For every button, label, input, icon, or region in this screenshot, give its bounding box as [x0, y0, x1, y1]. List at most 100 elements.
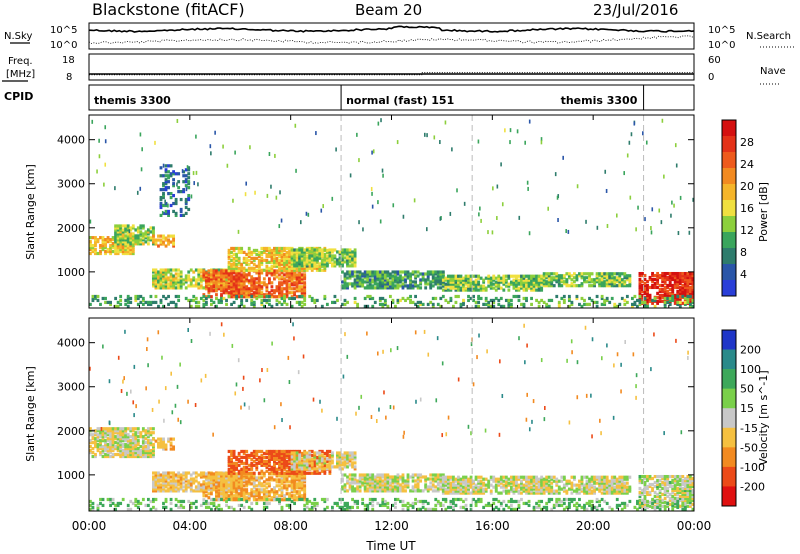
heatmap-cell	[290, 291, 294, 295]
heatmap-cell	[227, 482, 231, 486]
heatmap-cell	[477, 276, 481, 280]
heatmap-cell	[298, 449, 302, 454]
heatmap-cell	[371, 483, 375, 487]
heatmap-cell	[134, 433, 138, 437]
heatmap-cell	[497, 282, 501, 286]
heatmap-cell	[146, 441, 150, 445]
heatmap-cell	[366, 286, 370, 290]
heatmap-cell	[159, 201, 163, 206]
heatmap-cell	[126, 300, 130, 305]
heatmap-cell	[255, 461, 259, 465]
heatmap-cell	[610, 296, 614, 301]
heatmap-cell	[638, 300, 642, 305]
heatmap-cell	[139, 240, 143, 244]
heatmap-cell	[343, 485, 347, 489]
heatmap-cell	[288, 268, 291, 272]
heatmap-cell	[512, 284, 516, 288]
heatmap-cell	[234, 150, 236, 155]
heatmap-cell	[371, 489, 375, 493]
heatmap-cell	[240, 289, 244, 293]
heatmap-cell	[643, 300, 647, 305]
heatmap-cell	[298, 258, 302, 262]
heatmap-cell	[361, 278, 365, 282]
heatmap-cell	[128, 229, 131, 234]
heatmap-cell	[252, 498, 256, 502]
heatmap-cell	[262, 248, 266, 253]
heatmap-cell	[343, 302, 347, 307]
heatmap-cell	[462, 302, 465, 307]
heatmap-cell	[467, 282, 470, 286]
heatmap-cell	[235, 455, 239, 459]
heatmap-cell	[283, 453, 286, 458]
heatmap-cell	[517, 274, 521, 278]
heatmap-cell	[280, 218, 283, 223]
heatmap-cell	[167, 278, 170, 282]
heatmap-cell	[197, 272, 201, 276]
heatmap-cell	[154, 284, 158, 288]
heatmap-cell	[237, 256, 241, 260]
heatmap-cell	[404, 298, 407, 303]
heatmap-cell	[293, 258, 297, 262]
heatmap-cell	[550, 298, 554, 303]
heatmap-cell	[378, 274, 382, 278]
heatmap-cell	[353, 270, 357, 274]
heatmap-cell	[139, 238, 143, 242]
heatmap-cell	[204, 302, 208, 307]
heatmap-cell	[242, 455, 246, 459]
heatmap-cell	[162, 473, 165, 477]
heatmap-cell	[227, 486, 231, 490]
heatmap-cell	[303, 281, 307, 285]
heatmap-cell	[507, 302, 511, 307]
heatmap-cell	[280, 296, 284, 301]
heatmap-cell	[280, 248, 284, 253]
heatmap-cell	[131, 433, 135, 437]
heatmap-cell	[676, 275, 680, 280]
heatmap-cell	[436, 278, 440, 282]
heatmap-cell	[603, 282, 607, 286]
heatmap-cell	[267, 457, 271, 461]
heatmap-cell	[267, 293, 271, 297]
heatmap-cell	[628, 278, 632, 282]
heatmap-cell	[328, 467, 332, 471]
heatmap-cell	[392, 203, 395, 208]
heatmap-cell	[464, 282, 468, 286]
heatmap-cell	[222, 496, 226, 500]
heatmap-cell	[283, 484, 286, 488]
heatmap-cell	[520, 276, 523, 280]
heatmap-cell	[245, 488, 249, 492]
heatmap-cell	[237, 248, 241, 253]
heatmap-cell	[381, 479, 385, 483]
heatmap-cell	[377, 121, 380, 126]
heatmap-cell	[404, 278, 407, 282]
heatmap-cell	[341, 485, 344, 489]
heatmap-cell	[361, 274, 365, 278]
heatmap-cell	[424, 272, 428, 276]
heatmap-cell	[237, 275, 241, 279]
heatmap-cell	[232, 291, 236, 295]
heatmap-cell	[227, 285, 231, 289]
heatmap-cell	[210, 282, 213, 286]
heatmap-cell	[298, 294, 302, 299]
heatmap-cell	[333, 262, 337, 266]
heatmap-cell	[414, 276, 418, 280]
heatmap-cell	[262, 459, 266, 463]
heatmap-cell	[159, 270, 163, 274]
heatmap-cell	[653, 281, 657, 286]
heatmap-cell	[305, 463, 309, 467]
heatmap-cell	[436, 475, 440, 479]
heatmap-cell	[177, 172, 181, 176]
heatmap-cell	[386, 483, 390, 487]
heatmap-cell	[688, 302, 692, 307]
heatmap-cell	[426, 276, 430, 280]
heatmap-cell	[101, 242, 105, 246]
heatmap-cell	[671, 200, 673, 205]
heatmap-cell	[141, 450, 145, 455]
heatmap-cell	[167, 170, 170, 174]
heatmap-cell	[310, 264, 314, 268]
heatmap-cell	[618, 276, 622, 280]
heatmap-cell	[172, 240, 176, 244]
heatmap-cell	[131, 445, 135, 449]
heatmap-cell	[436, 489, 440, 493]
heatmap-cell	[257, 488, 261, 492]
heatmap-cell	[146, 302, 150, 307]
